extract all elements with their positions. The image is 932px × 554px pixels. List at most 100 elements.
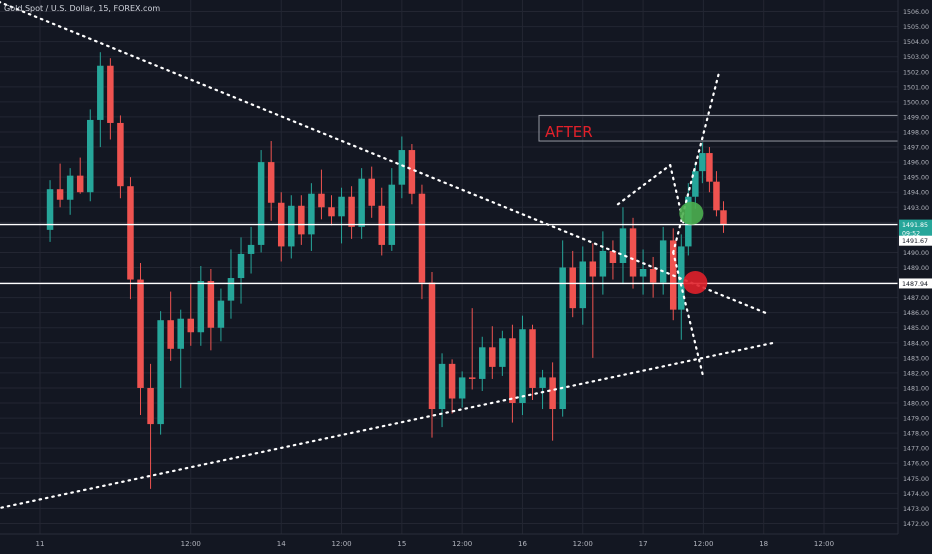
candle-body: [167, 320, 174, 349]
candle-body: [569, 267, 576, 309]
candle-body: [207, 281, 215, 328]
candle-body: [549, 377, 556, 410]
candle-body: [288, 205, 295, 247]
candle-body: [438, 363, 446, 410]
time-tick-label: 12:00: [452, 540, 472, 548]
candle-body: [338, 196, 345, 217]
price-tick-label: 1489.00: [903, 265, 929, 272]
price-tick-label: 1479.00: [903, 416, 929, 423]
candle-body: [418, 193, 426, 283]
time-tick-label: 17: [639, 540, 648, 548]
time-tick-label: 12:00: [331, 540, 351, 548]
candle-body: [579, 261, 587, 309]
candle-body: [499, 338, 506, 367]
price-tick-label: 1505.00: [903, 24, 929, 31]
candle-body: [609, 250, 617, 263]
price-tick-label: 1483.00: [903, 355, 929, 362]
time-tick-label: 15: [397, 540, 406, 548]
price-tick-label: 1484.00: [903, 340, 929, 347]
time-tick-label: 12:00: [181, 540, 201, 548]
price-tick-label: 1490.00: [903, 250, 929, 257]
candle-body: [519, 329, 526, 404]
candle-body: [348, 196, 355, 227]
chart-title: Gold Spot / U.S. Dollar, 15, FOREX.com: [4, 4, 160, 13]
candle-body: [699, 153, 706, 172]
candle-body: [448, 363, 456, 399]
time-tick-label: 14: [277, 540, 286, 548]
price-tick-label: 1498.00: [903, 129, 929, 136]
candle-body: [197, 281, 205, 333]
candle-body: [328, 207, 335, 217]
price-tick-label: 1485.00: [903, 325, 929, 332]
candle-body: [46, 189, 54, 230]
price-tick-label: 1504.00: [903, 39, 929, 46]
red-circle-marker: [683, 271, 708, 295]
price-axis[interactable]: 1472.00 1473.00 1474.00 1475.00 1476.00 1477.…: [897, 0, 932, 550]
price-label-badge: [899, 219, 932, 230]
time-tick-label: 12:00: [814, 540, 834, 548]
candle-body: [720, 210, 727, 225]
price-label-badge: [899, 235, 932, 246]
price-tick-label: 1487.00: [903, 295, 929, 302]
candle-body: [127, 186, 134, 280]
dotted-trendline: [672, 251, 705, 379]
candle-body: [107, 65, 114, 123]
candle-body: [388, 184, 396, 245]
candle-body: [358, 178, 365, 227]
price-tick-label: 1478.00: [903, 431, 929, 438]
price-tick-label: 1502.00: [903, 69, 929, 76]
price-tick-label: 1496.00: [903, 160, 929, 167]
price-tick-label: 1500.00: [903, 99, 929, 106]
candle-body: [187, 318, 195, 333]
price-tick-label: 1494.00: [903, 190, 929, 197]
price-label-badge: [899, 227, 932, 238]
price-label-countdown: 09:52: [902, 230, 920, 237]
candle-body: [368, 178, 375, 206]
grid-lines: [0, 0, 898, 534]
candle-body: [629, 228, 637, 277]
time-axis-background: [0, 534, 932, 550]
time-tick-label: 18: [759, 540, 768, 548]
annotation-label: AFTER: [545, 123, 593, 141]
time-tick-label: 11: [36, 540, 45, 548]
candle-body: [237, 253, 245, 279]
candle-body: [639, 269, 647, 277]
dotted-trendline: [616, 164, 672, 206]
price-tick-label: 1481.00: [903, 385, 929, 392]
trendlines: [0, 1, 775, 510]
candle-body: [76, 175, 84, 193]
price-tick-label: 1472.00: [903, 521, 929, 528]
candlestick-series: [46, 52, 727, 489]
time-axis[interactable]: 11 12:00 14 12:00 15 12:00 16 12:00 17 12:00 18 12:…: [0, 533, 932, 550]
candle-body: [117, 122, 124, 187]
candle-body: [177, 318, 184, 349]
candle-body: [227, 278, 235, 301]
horizontal-levels: [0, 223, 898, 285]
price-label-current: 1491.85: [902, 222, 928, 229]
candle-body: [318, 193, 325, 208]
candle-body: [479, 347, 486, 379]
price-tick-label: 1506.00: [903, 9, 929, 16]
candle-body: [713, 181, 720, 211]
candle-body: [66, 175, 74, 200]
candle-body: [217, 300, 225, 328]
candle-body: [659, 240, 667, 283]
candle-body: [87, 119, 94, 193]
time-tick-label: 12:00: [573, 540, 593, 548]
candle-body: [458, 377, 466, 399]
candle-body: [509, 338, 516, 404]
candle-body: [408, 150, 416, 194]
candle-body: [97, 65, 104, 120]
candle-body: [529, 329, 536, 388]
candle-body: [649, 269, 657, 283]
candle-body: [378, 205, 385, 245]
candle-body: [428, 282, 436, 410]
price-tick-label: 1497.00: [903, 145, 929, 152]
candle-body: [137, 279, 144, 388]
price-tick-label: 1503.00: [903, 54, 929, 61]
dotted-trendline: [672, 73, 720, 254]
candle-body: [56, 189, 64, 200]
